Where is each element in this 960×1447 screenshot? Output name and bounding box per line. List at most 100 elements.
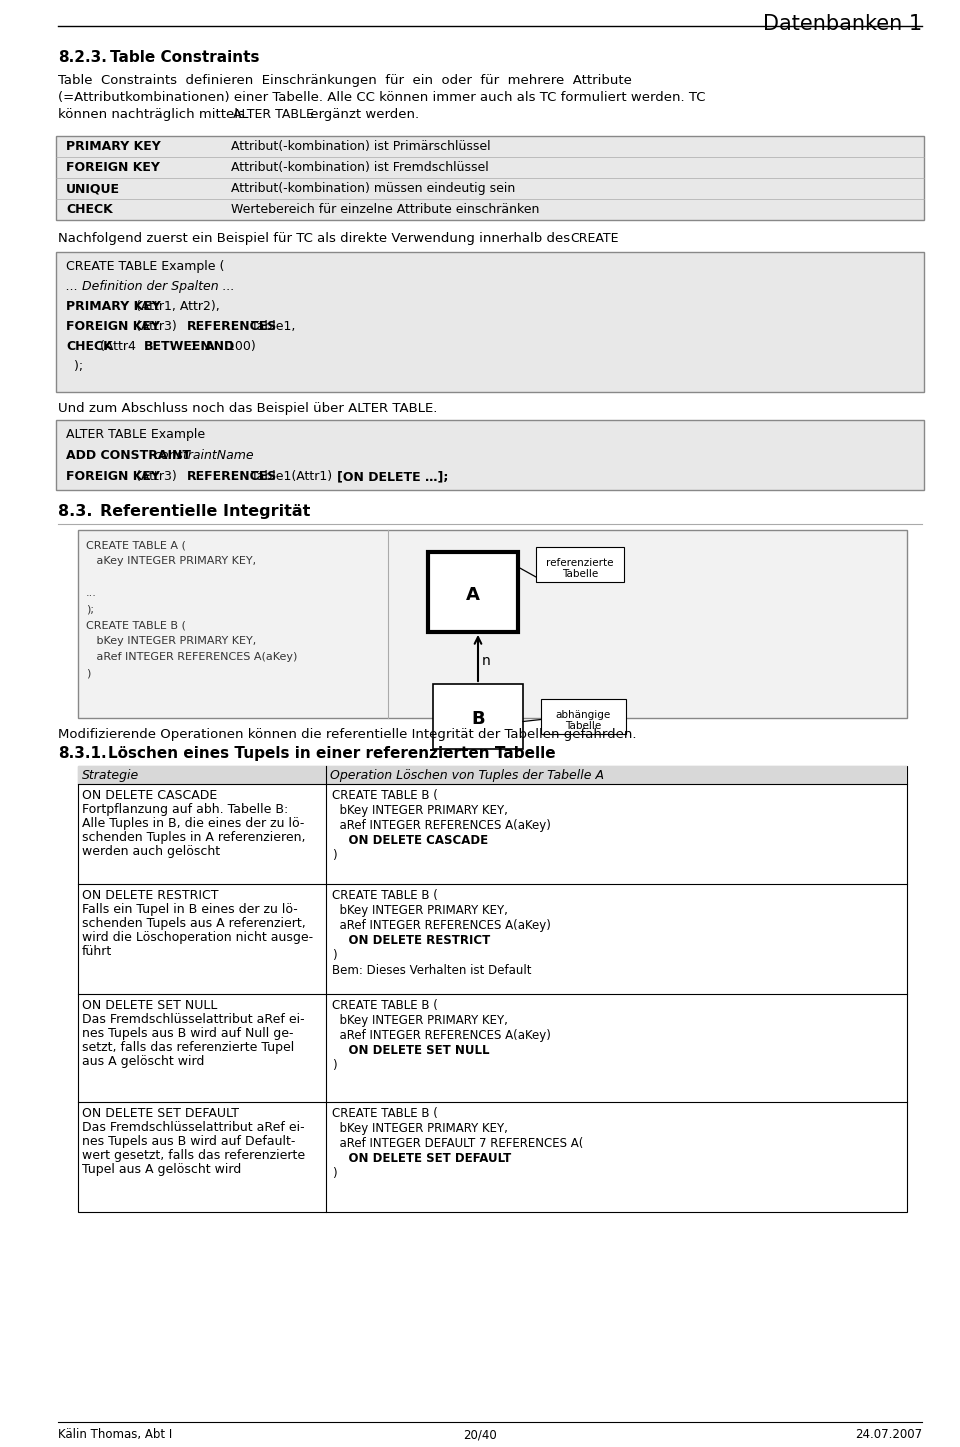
Text: bKey INTEGER PRIMARY KEY,: bKey INTEGER PRIMARY KEY, xyxy=(332,1121,508,1134)
Text: 100): 100) xyxy=(223,340,255,353)
Text: Tabelle: Tabelle xyxy=(562,569,598,579)
Bar xyxy=(56,136,924,220)
Text: 24.07.2007: 24.07.2007 xyxy=(854,1428,922,1441)
Text: aRef INTEGER DEFAULT 7 REFERENCES A(: aRef INTEGER DEFAULT 7 REFERENCES A( xyxy=(332,1137,584,1150)
Text: bKey INTEGER PRIMARY KEY,: bKey INTEGER PRIMARY KEY, xyxy=(332,1014,508,1027)
Text: Table1(Attr1): Table1(Attr1) xyxy=(247,470,336,483)
Bar xyxy=(541,699,626,734)
Text: aRef INTEGER REFERENCES A(aKey): aRef INTEGER REFERENCES A(aKey) xyxy=(332,1029,551,1042)
Text: bKey INTEGER PRIMARY KEY,: bKey INTEGER PRIMARY KEY, xyxy=(86,637,256,645)
Bar xyxy=(78,530,907,718)
Text: Attribut(-kombination) ist Fremdschlüssel: Attribut(-kombination) ist Fremdschlüsse… xyxy=(231,161,489,174)
Text: aRef INTEGER REFERENCES A(aKey): aRef INTEGER REFERENCES A(aKey) xyxy=(86,653,298,661)
Text: ON DELETE SET NULL: ON DELETE SET NULL xyxy=(332,1043,490,1056)
Text: Attribut(-kombination) ist Primärschlüssel: Attribut(-kombination) ist Primärschlüss… xyxy=(231,140,491,153)
Text: ...: ... xyxy=(86,587,97,598)
Text: CREATE TABLE A (: CREATE TABLE A ( xyxy=(86,540,186,550)
Text: (Attr3): (Attr3) xyxy=(132,470,181,483)
Text: referenzierte: referenzierte xyxy=(546,559,613,569)
Text: );: ); xyxy=(66,360,84,373)
Text: ALTER TABLE: ALTER TABLE xyxy=(233,109,314,122)
Text: (=Attributkombinationen) einer Tabelle. Alle CC können immer auch als TC formuli: (=Attributkombinationen) einer Tabelle. … xyxy=(58,91,706,104)
Bar xyxy=(428,551,518,632)
Text: CHECK: CHECK xyxy=(66,203,112,216)
Bar xyxy=(78,765,907,1213)
Text: wird die Löschoperation nicht ausge-: wird die Löschoperation nicht ausge- xyxy=(82,930,313,943)
Text: schenden Tupels aus A referenziert,: schenden Tupels aus A referenziert, xyxy=(82,917,305,930)
Text: aRef INTEGER REFERENCES A(aKey): aRef INTEGER REFERENCES A(aKey) xyxy=(332,819,551,832)
Text: ON DELETE RESTRICT: ON DELETE RESTRICT xyxy=(332,933,491,946)
Text: 8.3.1.: 8.3.1. xyxy=(58,747,107,761)
Bar xyxy=(56,252,924,392)
Text: nes Tupels aus B wird auf Null ge-: nes Tupels aus B wird auf Null ge- xyxy=(82,1027,294,1040)
Text: ): ) xyxy=(86,669,90,679)
Text: 8.3.: 8.3. xyxy=(58,504,92,519)
Text: CREATE TABLE Example (: CREATE TABLE Example ( xyxy=(66,260,225,273)
Text: 20/40: 20/40 xyxy=(463,1428,497,1441)
Text: CREATE TABLE B (: CREATE TABLE B ( xyxy=(332,1107,438,1120)
Text: FOREIGN KEY: FOREIGN KEY xyxy=(66,470,160,483)
Text: CREATE TABLE B (: CREATE TABLE B ( xyxy=(86,619,186,629)
Text: ON DELETE CASCADE: ON DELETE CASCADE xyxy=(82,789,217,802)
Text: Und zum Abschluss noch das Beispiel über ALTER TABLE.: Und zum Abschluss noch das Beispiel über… xyxy=(58,402,438,415)
Text: ON DELETE CASCADE: ON DELETE CASCADE xyxy=(332,833,488,846)
Text: .: . xyxy=(612,233,616,246)
Text: aus A gelöscht wird: aus A gelöscht wird xyxy=(82,1055,204,1068)
Text: Attribut(-kombination) müssen eindeutig sein: Attribut(-kombination) müssen eindeutig … xyxy=(231,182,516,195)
Text: ON DELETE SET DEFAULT: ON DELETE SET DEFAULT xyxy=(332,1152,512,1165)
Text: ergänzt werden.: ergänzt werden. xyxy=(306,109,420,122)
Text: ): ) xyxy=(332,949,337,962)
Text: Löschen eines Tupels in einer referenzierten Tabelle: Löschen eines Tupels in einer referenzie… xyxy=(108,747,556,761)
Text: Fortpflanzung auf abh. Tabelle B:: Fortpflanzung auf abh. Tabelle B: xyxy=(82,803,288,816)
Text: CREATE TABLE B (: CREATE TABLE B ( xyxy=(332,888,438,901)
Text: ... Definition der Spalten ...: ... Definition der Spalten ... xyxy=(66,281,234,292)
Text: Modifizierende Operationen können die referentielle Integrität der Tabellen gefä: Modifizierende Operationen können die re… xyxy=(58,728,636,741)
Text: Bem: Dieses Verhalten ist Default: Bem: Dieses Verhalten ist Default xyxy=(332,964,532,977)
Text: (Attr3): (Attr3) xyxy=(132,320,181,333)
Text: CREATE: CREATE xyxy=(570,232,618,245)
Text: bKey INTEGER PRIMARY KEY,: bKey INTEGER PRIMARY KEY, xyxy=(332,805,508,818)
Text: Datenbanken 1: Datenbanken 1 xyxy=(763,14,922,33)
Text: Alle Tuples in B, die eines der zu lö-: Alle Tuples in B, die eines der zu lö- xyxy=(82,818,304,831)
Text: ): ) xyxy=(332,1166,337,1179)
Text: CREATE TABLE B (: CREATE TABLE B ( xyxy=(332,998,438,1011)
Text: (Attr1, Attr2),: (Attr1, Attr2), xyxy=(132,300,220,313)
Text: aKey INTEGER PRIMARY KEY,: aKey INTEGER PRIMARY KEY, xyxy=(86,556,256,566)
Text: A: A xyxy=(466,586,480,603)
Text: abhängige: abhängige xyxy=(556,710,612,721)
Text: Operation Löschen von Tuples der Tabelle A: Operation Löschen von Tuples der Tabelle… xyxy=(330,768,604,781)
Text: FOREIGN KEY: FOREIGN KEY xyxy=(66,161,160,174)
Text: n: n xyxy=(482,654,491,669)
Text: Referentielle Integrität: Referentielle Integrität xyxy=(100,504,310,519)
Text: 8.2.3.: 8.2.3. xyxy=(58,51,107,65)
Text: werden auch gelöscht: werden auch gelöscht xyxy=(82,845,220,858)
Text: nes Tupels aus B wird auf Default-: nes Tupels aus B wird auf Default- xyxy=(82,1134,296,1147)
Text: Strategie: Strategie xyxy=(82,768,139,781)
Text: UNIQUE: UNIQUE xyxy=(66,182,120,195)
Text: ON DELETE RESTRICT: ON DELETE RESTRICT xyxy=(82,888,219,901)
Text: ADD CONSTRAINT: ADD CONSTRAINT xyxy=(66,449,191,462)
Text: ALTER TABLE Example: ALTER TABLE Example xyxy=(66,428,205,441)
Text: ): ) xyxy=(332,849,337,862)
Text: Nachfolgend zuerst ein Beispiel für TC als direkte Verwendung innerhalb des: Nachfolgend zuerst ein Beispiel für TC a… xyxy=(58,232,574,245)
Text: schenden Tuples in A referenzieren,: schenden Tuples in A referenzieren, xyxy=(82,831,305,844)
Bar xyxy=(56,420,924,491)
Text: Kälin Thomas, Abt I: Kälin Thomas, Abt I xyxy=(58,1428,172,1441)
Text: Table1,: Table1, xyxy=(247,320,295,333)
Text: bKey INTEGER PRIMARY KEY,: bKey INTEGER PRIMARY KEY, xyxy=(332,904,508,917)
Text: ): ) xyxy=(332,1059,337,1072)
Text: Wertebereich für einzelne Attribute einschränken: Wertebereich für einzelne Attribute eins… xyxy=(231,203,540,216)
Text: CHECK: CHECK xyxy=(66,340,112,353)
Bar xyxy=(536,547,624,582)
Text: PRIMARY KEY: PRIMARY KEY xyxy=(66,140,160,153)
Text: Tabelle: Tabelle xyxy=(565,721,602,731)
Text: Das Fremdschlüsselattribut aRef ei-: Das Fremdschlüsselattribut aRef ei- xyxy=(82,1121,304,1134)
Text: );: ); xyxy=(86,603,94,614)
Text: FOREIGN KEY: FOREIGN KEY xyxy=(66,320,160,333)
Text: ON DELETE SET NULL: ON DELETE SET NULL xyxy=(82,998,217,1011)
Text: Table  Constraints  definieren  Einschränkungen  für  ein  oder  für  mehrere  A: Table Constraints definieren Einschränku… xyxy=(58,74,632,87)
Text: REFERENCES: REFERENCES xyxy=(186,320,276,333)
Text: Tupel aus A gelöscht wird: Tupel aus A gelöscht wird xyxy=(82,1163,241,1176)
Bar xyxy=(78,765,907,784)
Text: [ON DELETE …];: [ON DELETE …]; xyxy=(337,470,448,483)
